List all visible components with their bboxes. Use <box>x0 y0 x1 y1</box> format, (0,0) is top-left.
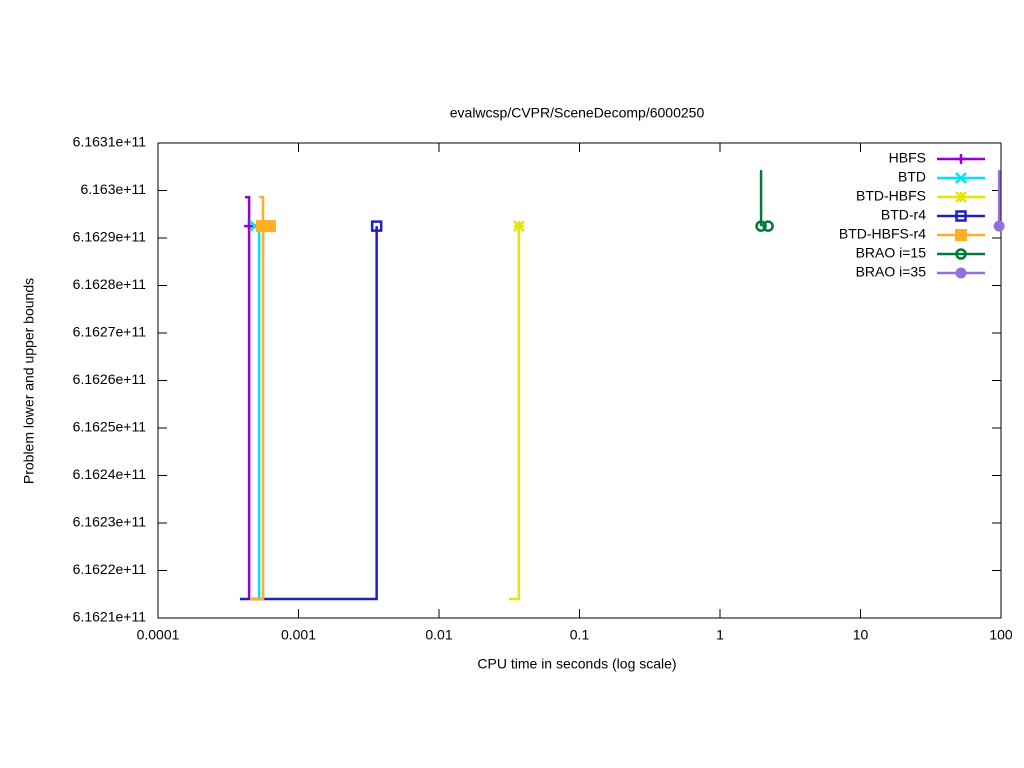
legend-marker <box>955 210 967 222</box>
legend-marker <box>955 267 967 279</box>
x-tick-label: 10 <box>853 627 869 643</box>
data-point <box>264 220 277 233</box>
legend-label: BTD-HBFS-r4 <box>839 226 926 242</box>
legend-marker-part <box>955 172 967 184</box>
legend-label: BRAO i=35 <box>856 264 927 280</box>
x-axis-label: CPU time in seconds (log scale) <box>477 656 676 672</box>
legend-label: HBFS <box>889 150 926 166</box>
y-tick-label: 6.1623e+11 <box>73 514 147 530</box>
data-point-part <box>993 220 1005 232</box>
y-tick-label: 6.1624e+11 <box>73 466 147 482</box>
y-tick-label: 6.1627e+11 <box>73 324 147 340</box>
data-point <box>762 220 774 232</box>
legend-marker-part <box>955 191 967 203</box>
y-tick-label: 6.163e+11 <box>80 181 146 197</box>
y-tick-label: 6.1622e+11 <box>73 561 147 577</box>
y-tick-label: 6.1621e+11 <box>73 609 147 625</box>
y-tick-label: 6.1631e+11 <box>73 134 147 150</box>
x-tick-label: 0.0001 <box>137 627 180 643</box>
data-point-part <box>755 220 767 232</box>
data-point <box>370 220 383 232</box>
legend-marker <box>956 154 966 164</box>
data-point-part <box>264 220 277 233</box>
data-point <box>993 220 1005 232</box>
series-line <box>239 226 378 601</box>
legend-label: BTD-r4 <box>881 207 926 223</box>
chart-title: evalwcsp/CVPR/SceneDecomp/6000250 <box>450 105 705 121</box>
x-tick-label: 100 <box>989 627 1013 643</box>
legend-label: BTD-HBFS <box>856 188 926 204</box>
x-tick-label: 0.01 <box>425 627 452 643</box>
x-tick-label: 0.1 <box>570 627 590 643</box>
series-line <box>509 226 521 601</box>
legend-marker <box>955 248 967 260</box>
legend-marker-part <box>955 248 967 260</box>
legend-marker <box>955 229 967 241</box>
data-point-part <box>762 220 774 232</box>
legend-marker <box>955 191 967 203</box>
legend-label: BTD <box>898 169 926 185</box>
series-line <box>250 195 265 601</box>
plot-frame <box>157 142 1002 619</box>
legend-marker-part <box>955 267 967 279</box>
data-point <box>755 220 767 232</box>
x-tick-label: 1 <box>716 627 724 643</box>
legend-marker <box>955 172 967 184</box>
legend-marker-part <box>955 210 967 222</box>
y-tick-label: 6.1628e+11 <box>73 276 147 292</box>
y-axis-label: Problem lower and upper bounds <box>21 278 37 484</box>
x-tick-label: 0.001 <box>281 627 316 643</box>
data-point-part <box>512 220 525 233</box>
legend-marker-part <box>955 229 967 241</box>
y-tick-label: 6.1626e+11 <box>73 371 147 387</box>
y-tick-label: 6.1629e+11 <box>73 229 147 245</box>
legend-label: BRAO i=15 <box>856 245 927 261</box>
data-point <box>512 220 525 233</box>
data-point <box>244 221 255 232</box>
series-line <box>244 195 251 599</box>
data-point-part <box>370 220 383 232</box>
y-tick-label: 6.1625e+11 <box>73 419 147 435</box>
